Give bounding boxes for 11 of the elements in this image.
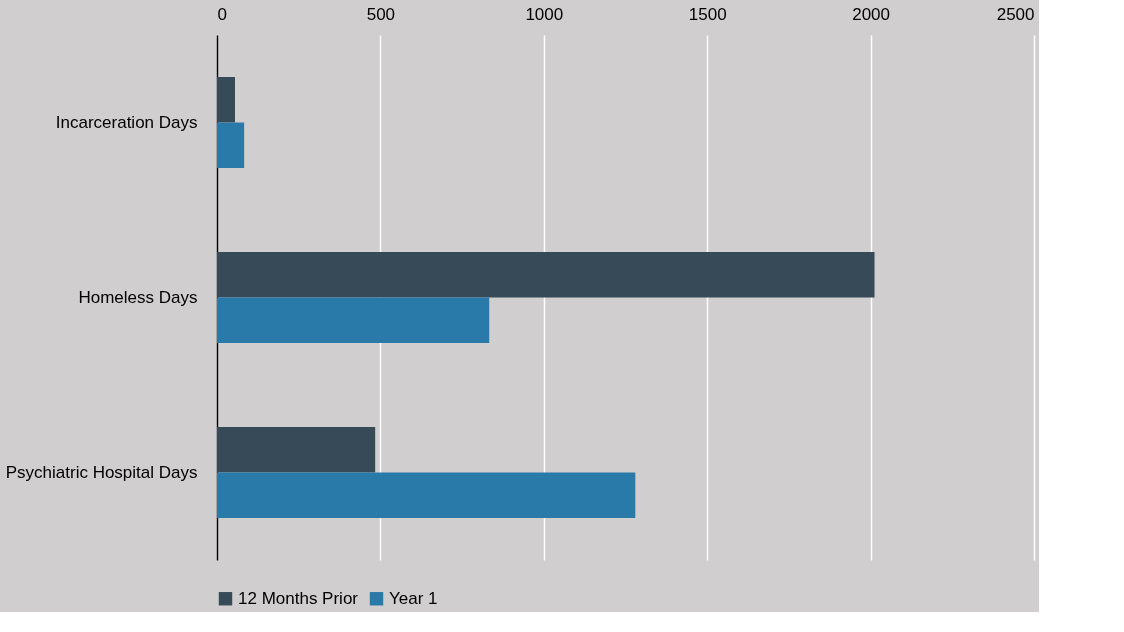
- y-tick-label: Incarceration Days: [55, 112, 198, 132]
- legend-label: Year 1: [389, 588, 438, 608]
- y-tick-label: Homeless Days: [78, 287, 198, 307]
- x-tick-label: 500: [366, 4, 396, 24]
- y-tick-label: Psychiatric Hospital Days: [5, 462, 198, 482]
- x-tick-label: 1000: [525, 4, 564, 24]
- x-tick-label: 0: [217, 4, 227, 24]
- x-tick-label: 2000: [852, 4, 891, 24]
- legend-label: 12 Months Prior: [238, 588, 359, 608]
- x-tick-label: 2500: [996, 4, 1035, 24]
- x-tick-label: 1500: [688, 4, 727, 24]
